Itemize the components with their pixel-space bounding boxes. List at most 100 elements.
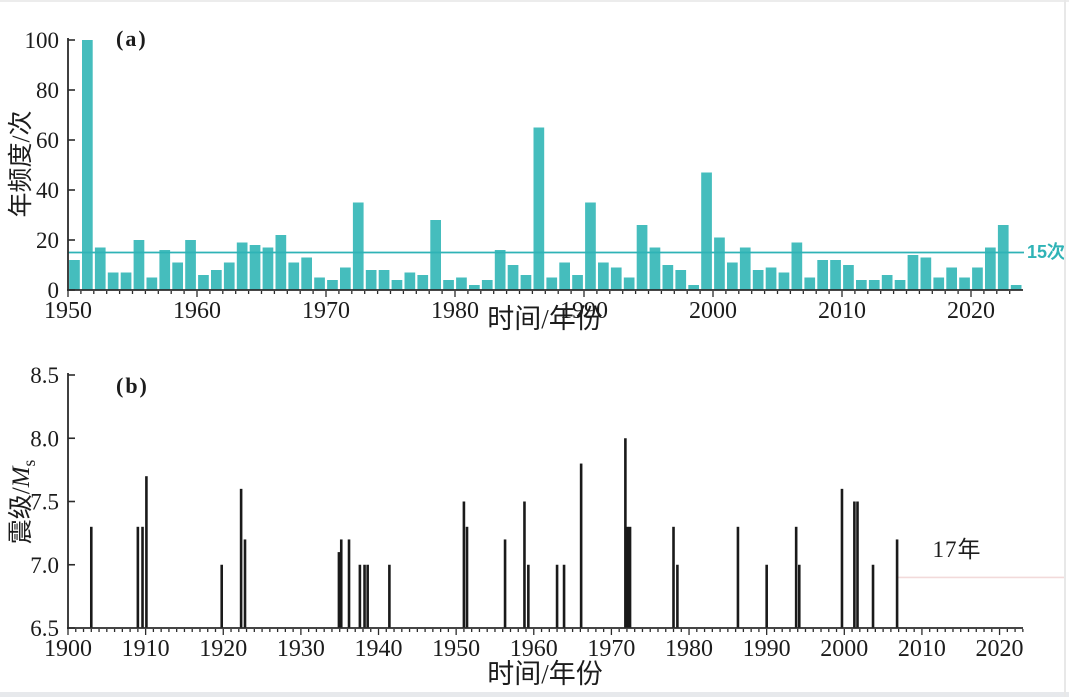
stem-1972 xyxy=(628,526,632,628)
stem-1939 xyxy=(366,564,369,628)
bar-1974 xyxy=(378,270,390,290)
bar-1985 xyxy=(520,275,532,290)
panel-b-y-tick-label: 7.0 xyxy=(30,553,59,578)
panel-a-x-tick-label: 2010 xyxy=(818,298,866,324)
panel-a-y-tick-label: 60 xyxy=(36,128,59,153)
panel-b-x-axis-label: 时间/年份 xyxy=(487,659,603,689)
bar-1989 xyxy=(572,275,583,290)
stem-1938 xyxy=(358,564,362,628)
bar-1983 xyxy=(494,250,506,290)
bar-2002 xyxy=(739,247,751,290)
stem-1963 xyxy=(555,564,559,628)
bar-1992 xyxy=(610,267,622,290)
panel-a-y-axis-label: 年频度/次 xyxy=(8,110,35,218)
stem-1920 xyxy=(220,564,224,628)
bar-1958 xyxy=(172,262,183,290)
stem-2004 xyxy=(871,564,875,628)
panel-a-y-tick-label: 80 xyxy=(36,78,59,103)
bar-1980 xyxy=(456,277,467,290)
panel-a-x-tick-label: 1990 xyxy=(560,298,608,324)
panel-a-x-axis-label: 时间/年份 xyxy=(487,304,603,334)
stem-1923 xyxy=(243,539,247,628)
bar-1973 xyxy=(365,270,377,290)
stem-1936 xyxy=(347,539,351,628)
bar-1970 xyxy=(327,280,338,290)
panel-b-x-tick-label: 1920 xyxy=(199,636,247,662)
bar-1966 xyxy=(275,235,287,290)
bar-2000 xyxy=(714,237,725,290)
bar-1975 xyxy=(391,280,403,290)
stem-1941 xyxy=(388,564,391,628)
stem-1922 xyxy=(239,488,243,628)
bar-1962 xyxy=(223,262,235,290)
bar-1984 xyxy=(507,265,519,290)
panel-b-y-axis-label: 震级/Ms xyxy=(8,427,39,577)
bar-1977 xyxy=(417,275,429,290)
bar-2023 xyxy=(1010,285,1022,290)
bar-1987 xyxy=(546,277,558,290)
gap-17-years-label: 17年 xyxy=(932,537,982,562)
stem-1956 xyxy=(503,539,507,628)
bar-1952 xyxy=(94,247,106,290)
panel-b-y-tick-label: 8.0 xyxy=(30,426,59,451)
bar-1961 xyxy=(211,270,222,290)
panel-b-x-tick-label: 2010 xyxy=(898,636,946,662)
panel-b-x-tick-label: 1910 xyxy=(122,636,170,662)
stem-1978 xyxy=(672,526,675,628)
stem-1990 xyxy=(765,564,768,628)
bar-1964 xyxy=(249,245,261,290)
magnitude-subscript: s xyxy=(19,459,39,467)
stem-1959 xyxy=(527,564,530,628)
bar-1997 xyxy=(675,270,687,290)
bar-1994 xyxy=(636,225,648,290)
panel-a-x-tick-label: 2020 xyxy=(947,298,995,324)
bar-2018 xyxy=(946,267,957,290)
bar-2014 xyxy=(894,280,906,290)
stem-1903 xyxy=(89,526,93,628)
bar-1957 xyxy=(159,250,171,290)
stem-1951 xyxy=(462,501,466,628)
bar-1993 xyxy=(623,277,635,290)
bar-1978 xyxy=(430,220,441,290)
stem-1935 xyxy=(337,552,341,628)
panel-b-y-tick-label: 8.5 xyxy=(30,363,59,388)
panel-a-y-tick-label: 100 xyxy=(25,28,60,53)
panel-a-x-tick-label: 1960 xyxy=(173,298,221,324)
panel-a-title: (a) xyxy=(116,26,148,51)
panel-b-x-tick-label: 1990 xyxy=(743,636,791,662)
bar-2009 xyxy=(830,260,841,290)
bar-1986 xyxy=(533,127,545,290)
bar-1981 xyxy=(469,285,480,290)
stem-2007 xyxy=(895,539,899,628)
bar-2016 xyxy=(920,257,932,290)
bar-1995 xyxy=(649,247,661,290)
bar-2021 xyxy=(985,247,996,290)
bar-1955 xyxy=(133,240,145,290)
stem-1951 xyxy=(465,526,469,628)
panel-b-title: (b) xyxy=(116,373,149,398)
bar-1965 xyxy=(262,247,274,290)
bar-2015 xyxy=(907,255,919,290)
bar-2005 xyxy=(778,272,790,290)
bar-1969 xyxy=(314,277,325,290)
bar-1953 xyxy=(107,272,119,290)
bar-2001 xyxy=(727,262,738,290)
panel-b-x-tick-label: 1940 xyxy=(355,636,403,662)
bar-2013 xyxy=(881,275,893,290)
stem-1964 xyxy=(562,564,566,628)
right-edge-border xyxy=(1064,0,1066,697)
bar-2004 xyxy=(765,267,777,290)
panel-a-y-tick-label: 40 xyxy=(36,178,59,203)
bar-2008 xyxy=(817,260,828,290)
bar-1976 xyxy=(404,272,416,290)
bar-1960 xyxy=(198,275,209,290)
panel-b-y-tick-label: 7.5 xyxy=(30,490,59,515)
bar-1972 xyxy=(352,202,364,290)
bar-2011 xyxy=(856,280,867,290)
panel-b-x-tick-label: 1980 xyxy=(665,636,713,662)
stem-1959 xyxy=(523,501,526,628)
bar-1990 xyxy=(585,202,596,290)
panel-b-y-tick-label: 6.5 xyxy=(30,616,59,641)
panel-a-y-tick-label: 20 xyxy=(36,228,59,253)
bar-2010 xyxy=(843,265,854,290)
